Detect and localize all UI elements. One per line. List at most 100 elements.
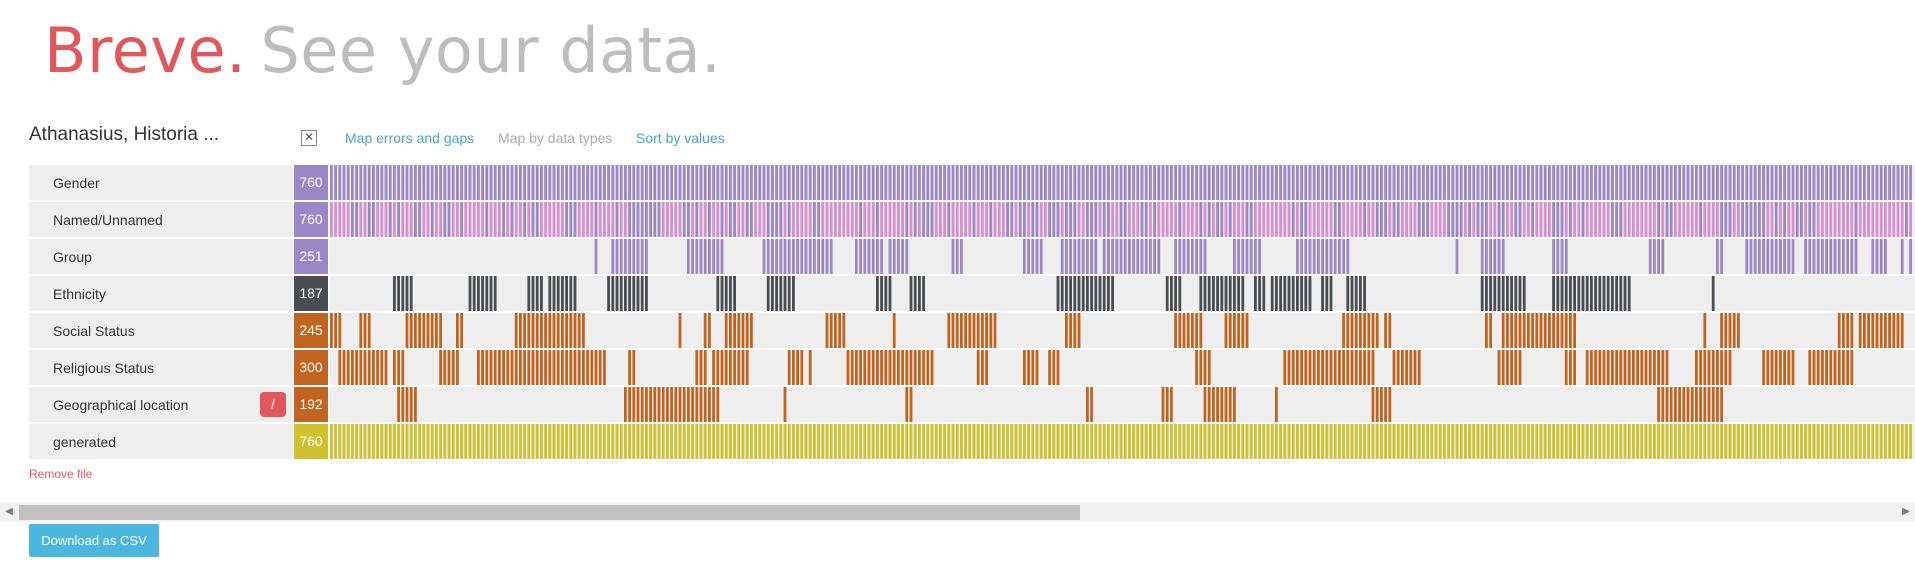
scrollbar-thumb[interactable] [19, 505, 1080, 520]
value-bar [666, 202, 669, 237]
sort-values-link[interactable]: Sort by values [636, 130, 725, 146]
close-file-icon[interactable]: ✕ [301, 130, 317, 146]
value-bar [481, 276, 484, 311]
value-bar [1783, 165, 1786, 200]
value-bar [540, 313, 543, 348]
value-bar [943, 424, 946, 459]
value-bar [1140, 424, 1144, 459]
value-bar [544, 202, 547, 237]
value-bar [523, 313, 526, 348]
value-bar [880, 165, 883, 200]
value-bar [1094, 165, 1098, 200]
value-bar [1245, 239, 1249, 274]
value-bar [955, 424, 959, 459]
value-bar [1577, 276, 1581, 311]
value-bar [939, 424, 942, 459]
value-bar [506, 424, 510, 459]
value-bar [947, 165, 951, 200]
value-bar [548, 350, 552, 385]
data-row: Named/Unnamed 760 [29, 202, 1915, 239]
value-bar [1199, 350, 1203, 385]
value-bar [1657, 424, 1660, 459]
value-bar [1875, 424, 1879, 459]
value-bar [367, 313, 371, 348]
value-bar [1077, 239, 1081, 274]
value-bar [670, 165, 673, 200]
remove-file-link[interactable]: Remove file [29, 467, 93, 481]
value-bar [619, 202, 623, 237]
value-bar [1795, 165, 1799, 200]
scroll-left-icon[interactable]: ◀ [5, 506, 13, 517]
value-bar [1724, 424, 1728, 459]
value-bar [1896, 202, 1900, 237]
value-bar [1052, 202, 1056, 237]
value-bar [1577, 165, 1581, 200]
value-bar [1081, 165, 1085, 200]
geo-warning-button[interactable]: / [260, 392, 286, 417]
value-bar [1296, 165, 1299, 200]
horizontal-scrollbar[interactable]: ◀ ▶ [0, 502, 1915, 522]
value-bar [1875, 239, 1879, 274]
value-bar [699, 350, 703, 385]
value-bar [1216, 165, 1219, 200]
value-bar [1854, 165, 1858, 200]
value-bar [1132, 424, 1135, 459]
value-bar [561, 202, 564, 237]
value-bar [1035, 424, 1039, 459]
value-bar [493, 276, 497, 311]
value-bar [611, 276, 615, 311]
value-bar [716, 165, 720, 200]
value-bar [460, 165, 463, 200]
value-bar [330, 424, 333, 459]
download-csv-button[interactable]: Download as CSV [29, 524, 159, 557]
value-bar [1518, 350, 1522, 385]
scroll-right-icon[interactable]: ▶ [1902, 506, 1910, 517]
value-bar [1867, 424, 1870, 459]
value-bar [703, 239, 707, 274]
value-bar [1682, 424, 1686, 459]
value-bar [834, 424, 837, 459]
value-bar [1203, 165, 1207, 200]
value-bar [477, 202, 480, 237]
value-bar [876, 350, 879, 385]
value-bar [691, 239, 694, 274]
value-bar [1783, 350, 1786, 385]
value-bar [1556, 276, 1560, 311]
value-bar [1123, 165, 1127, 200]
value-bar [338, 313, 342, 348]
value-bar [468, 424, 472, 459]
value-bar [653, 202, 657, 237]
value-bar [1090, 202, 1093, 237]
value-bar [338, 424, 342, 459]
map-types-link[interactable]: Map by data types [498, 130, 613, 146]
value-bar [1346, 350, 1350, 385]
value-bar [1627, 350, 1631, 385]
value-bar [1560, 313, 1564, 348]
value-bar [825, 313, 829, 348]
value-bar [1514, 276, 1518, 311]
value-bar [1186, 239, 1190, 274]
value-bar [359, 202, 363, 237]
value-bar [1560, 424, 1564, 459]
map-errors-link[interactable]: Map errors and gaps [345, 130, 475, 146]
value-bar [1552, 313, 1555, 348]
value-bar [569, 276, 573, 311]
value-bar [582, 313, 585, 348]
value-bar [409, 387, 413, 422]
value-bar [346, 202, 350, 237]
value-bar [1317, 424, 1320, 459]
value-bar [1296, 350, 1299, 385]
value-bar [1825, 165, 1828, 200]
tagline: See your data. [260, 14, 722, 87]
value-bar [502, 165, 505, 200]
value-bar [1081, 276, 1085, 311]
value-bar [964, 424, 967, 459]
value-bar [1699, 424, 1702, 459]
value-bar [1237, 165, 1240, 200]
value-bar [1233, 239, 1236, 274]
value-bar [691, 165, 694, 200]
value-bar [451, 165, 455, 200]
value-bar [1531, 165, 1534, 200]
value-bar [502, 424, 505, 459]
value-bar [1867, 165, 1870, 200]
